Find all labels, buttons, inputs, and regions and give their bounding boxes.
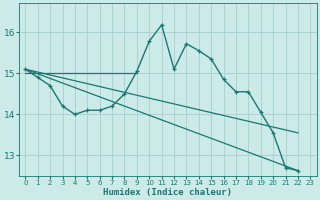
X-axis label: Humidex (Indice chaleur): Humidex (Indice chaleur) <box>103 188 232 197</box>
